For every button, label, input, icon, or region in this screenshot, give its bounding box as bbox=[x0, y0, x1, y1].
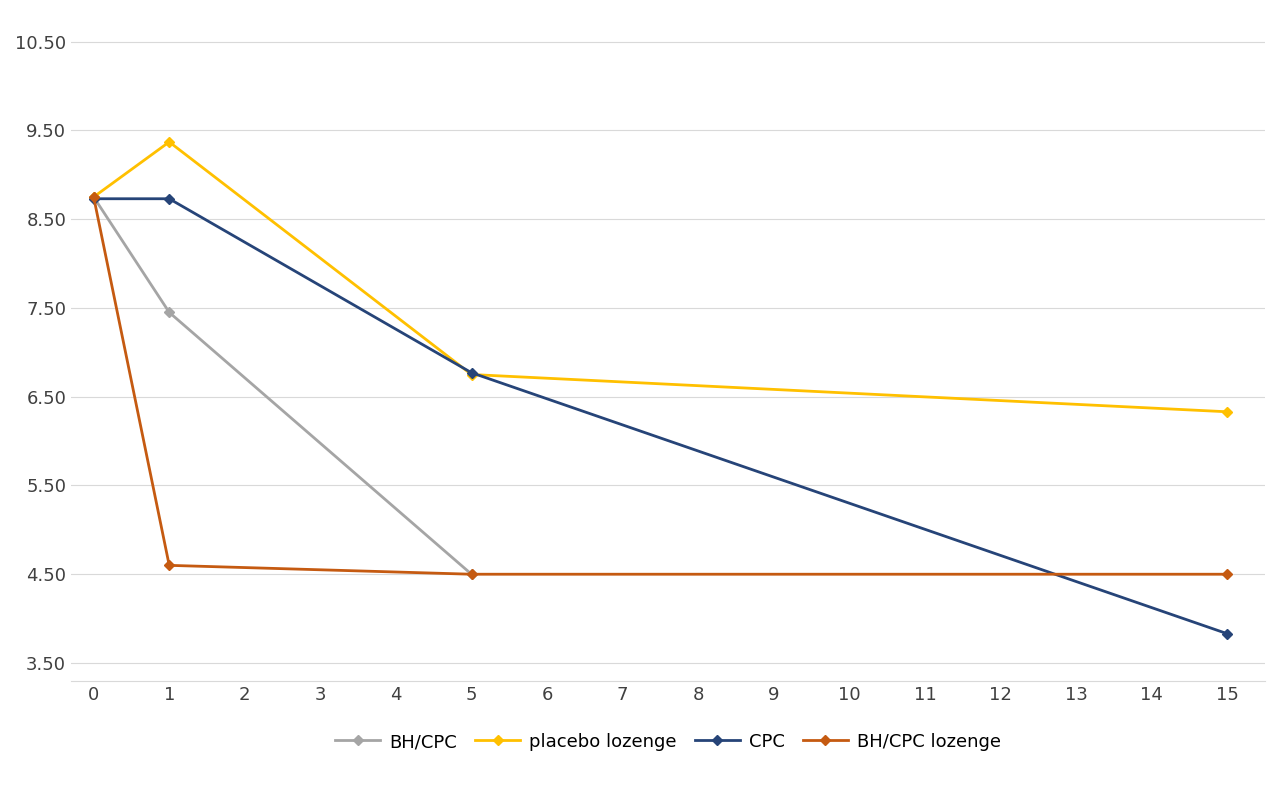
CPC bbox=[161, 194, 177, 204]
placebo lozenge bbox=[463, 369, 479, 379]
BH/CPC bbox=[86, 192, 101, 202]
BH/CPC lozenge bbox=[463, 570, 479, 579]
CPC bbox=[1220, 629, 1235, 638]
Line: BH/CPC lozenge: BH/CPC lozenge bbox=[90, 193, 1230, 578]
placebo lozenge bbox=[161, 137, 177, 147]
BH/CPC bbox=[463, 570, 479, 579]
BH/CPC lozenge bbox=[161, 561, 177, 570]
placebo lozenge bbox=[1220, 407, 1235, 417]
Line: BH/CPC: BH/CPC bbox=[90, 193, 475, 578]
Legend: BH/CPC, placebo lozenge, CPC, BH/CPC lozenge: BH/CPC, placebo lozenge, CPC, BH/CPC loz… bbox=[328, 726, 1009, 758]
placebo lozenge bbox=[86, 192, 101, 202]
BH/CPC lozenge bbox=[86, 192, 101, 202]
Line: CPC: CPC bbox=[90, 196, 1230, 638]
CPC bbox=[86, 194, 101, 204]
Line: placebo lozenge: placebo lozenge bbox=[90, 138, 1230, 415]
BH/CPC lozenge bbox=[1220, 570, 1235, 579]
BH/CPC bbox=[161, 308, 177, 318]
CPC bbox=[463, 368, 479, 377]
